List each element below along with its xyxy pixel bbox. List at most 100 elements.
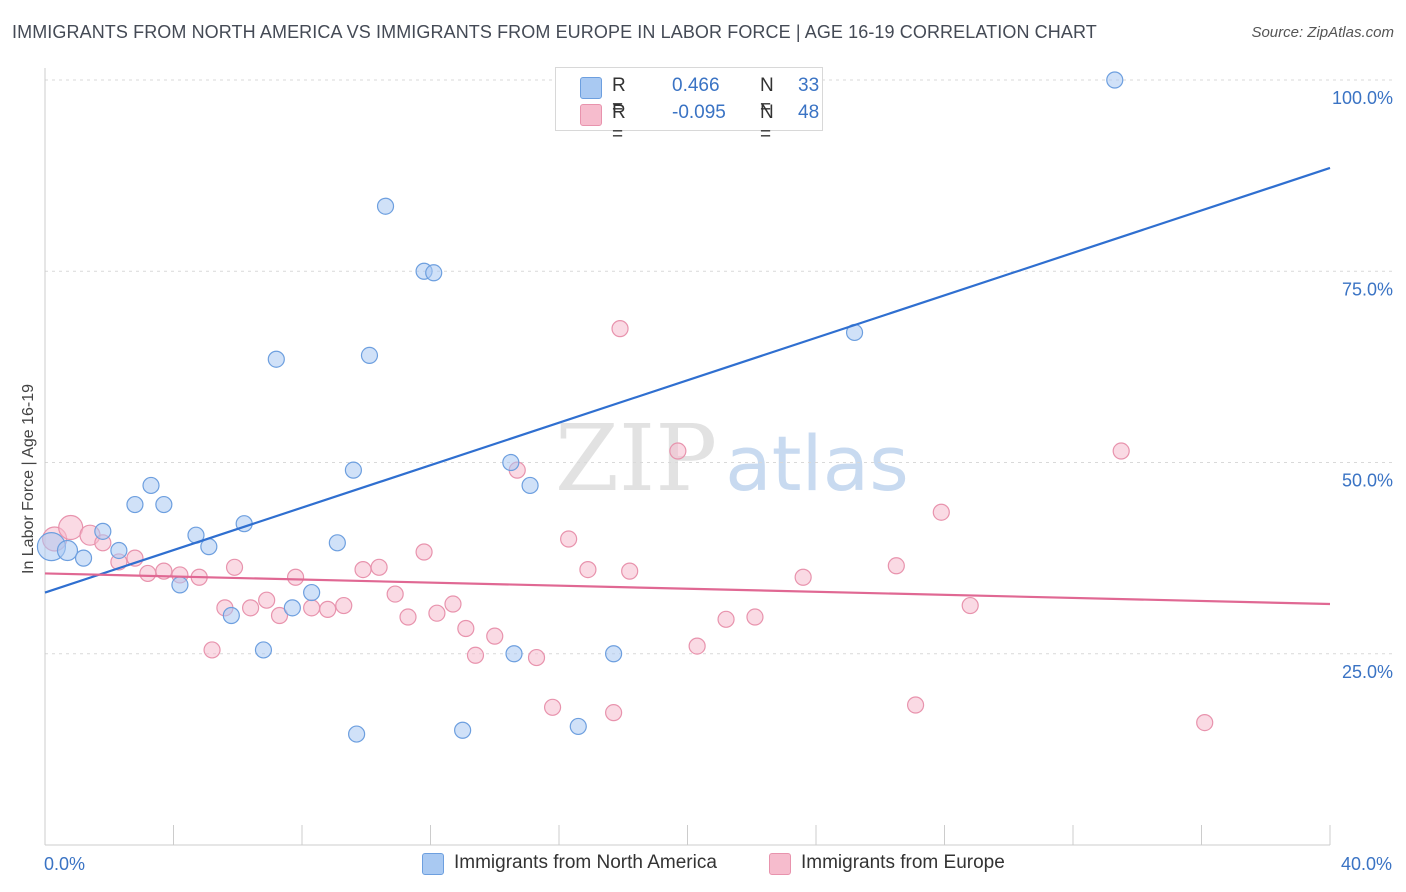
point-europe bbox=[58, 514, 84, 541]
point-north-america bbox=[344, 461, 362, 479]
point-europe bbox=[335, 596, 353, 615]
point-europe bbox=[415, 543, 433, 561]
point-europe bbox=[203, 641, 221, 659]
point-europe bbox=[527, 648, 546, 667]
point-europe bbox=[746, 608, 764, 626]
point-europe bbox=[466, 646, 485, 664]
point-north-america bbox=[283, 599, 301, 617]
point-europe bbox=[560, 530, 578, 548]
x-tick-label: 0.0% bbox=[44, 854, 85, 874]
point-north-america bbox=[605, 645, 623, 663]
point-europe bbox=[1112, 442, 1130, 460]
point-europe bbox=[611, 320, 629, 338]
chart-title: IMMIGRANTS FROM NORTH AMERICA VS IMMIGRA… bbox=[12, 22, 1097, 42]
point-north-america bbox=[376, 197, 395, 215]
point-europe bbox=[428, 604, 446, 622]
point-europe bbox=[605, 704, 623, 722]
point-europe bbox=[932, 503, 950, 521]
point-north-america bbox=[348, 725, 366, 743]
point-europe bbox=[688, 637, 706, 655]
point-europe bbox=[444, 595, 462, 613]
legend-n-value: 33 bbox=[798, 75, 820, 96]
point-europe bbox=[258, 591, 276, 609]
point-europe bbox=[887, 557, 905, 575]
trend-line-europe bbox=[44, 572, 1331, 606]
point-north-america bbox=[360, 346, 379, 364]
bottom-legend-label: Immigrants from Europe bbox=[801, 852, 1005, 873]
point-north-america bbox=[521, 476, 539, 495]
point-north-america bbox=[569, 717, 587, 736]
legend-n-value: 48 bbox=[798, 102, 820, 123]
point-europe bbox=[225, 558, 244, 576]
grid-layer bbox=[45, 79, 1392, 655]
point-europe bbox=[270, 606, 289, 625]
point-north-america bbox=[222, 606, 240, 625]
y-axis-label: In Labor Force | Age 16-19 bbox=[20, 383, 37, 574]
point-north-america bbox=[1106, 71, 1124, 89]
point-north-america bbox=[454, 721, 472, 739]
point-europe bbox=[621, 562, 639, 580]
legend-r-label: R = bbox=[612, 102, 626, 145]
point-north-america bbox=[155, 495, 173, 514]
point-north-america bbox=[126, 495, 144, 514]
point-north-america bbox=[254, 641, 273, 659]
watermark-atlas: atlas bbox=[725, 419, 909, 508]
source-credit: Source: ZipAtlas.com bbox=[1251, 24, 1394, 41]
point-north-america bbox=[56, 539, 79, 562]
point-north-america bbox=[328, 534, 346, 552]
legend-swatch-pink bbox=[580, 104, 602, 126]
bottom-legend-swatch-pink bbox=[769, 853, 791, 875]
legend-r-value: 0.466 bbox=[672, 75, 720, 96]
watermark: ZIP atlas bbox=[555, 405, 909, 512]
point-europe bbox=[669, 442, 687, 460]
bottom-legend-swatch-blue bbox=[422, 853, 444, 875]
legend-n-label: N = bbox=[760, 75, 774, 118]
tick-label-layer: 25.0% 50.0% 75.0% 100.0% 0.0% 40.0% bbox=[44, 88, 1393, 874]
point-europe bbox=[1196, 713, 1214, 732]
point-europe bbox=[354, 560, 372, 579]
point-north-america bbox=[502, 453, 520, 472]
point-europe bbox=[579, 560, 597, 579]
point-north-america bbox=[425, 264, 443, 282]
bottom-legend-label: Immigrants from North America bbox=[454, 852, 717, 873]
point-north-america bbox=[171, 576, 189, 594]
point-europe bbox=[139, 564, 157, 583]
point-europe bbox=[303, 599, 321, 617]
y-tick-label: 25.0% bbox=[1342, 662, 1393, 682]
point-europe bbox=[319, 600, 337, 618]
point-europe bbox=[286, 568, 305, 586]
point-europe bbox=[961, 596, 979, 615]
point-north-america bbox=[267, 350, 285, 368]
point-north-america bbox=[94, 522, 112, 540]
point-europe bbox=[543, 698, 562, 716]
point-europe bbox=[717, 610, 735, 628]
point-north-america bbox=[303, 583, 321, 602]
y-tick-label: 50.0% bbox=[1342, 471, 1393, 491]
legend-r-label: R = bbox=[612, 75, 626, 118]
trend-layer bbox=[44, 166, 1331, 606]
point-europe bbox=[370, 558, 388, 576]
point-europe bbox=[457, 619, 475, 638]
axis-layer bbox=[44, 68, 1331, 846]
legend-swatch-blue bbox=[580, 77, 602, 99]
point-europe bbox=[794, 568, 812, 586]
point-europe bbox=[242, 599, 260, 617]
point-north-america bbox=[74, 549, 93, 567]
point-europe bbox=[486, 627, 504, 645]
y-tick-label: 100.0% bbox=[1332, 88, 1393, 108]
trend-line-north-america bbox=[44, 166, 1331, 594]
watermark-zip: ZIP bbox=[555, 405, 718, 512]
correlation-legend: R = 0.466 N = 33 R = -0.095 N = 48 bbox=[555, 67, 823, 145]
point-north-america bbox=[110, 541, 128, 560]
legend-r-value: -0.095 bbox=[672, 102, 726, 123]
point-europe bbox=[906, 696, 925, 714]
points-layer bbox=[36, 71, 1214, 743]
point-north-america bbox=[142, 476, 160, 495]
point-north-america bbox=[505, 645, 523, 663]
point-europe bbox=[386, 585, 404, 603]
y-tick-label: 75.0% bbox=[1342, 279, 1393, 299]
point-europe bbox=[399, 608, 417, 626]
x-tick-label: 40.0% bbox=[1341, 854, 1392, 874]
legend-n-label: N = bbox=[760, 102, 774, 145]
